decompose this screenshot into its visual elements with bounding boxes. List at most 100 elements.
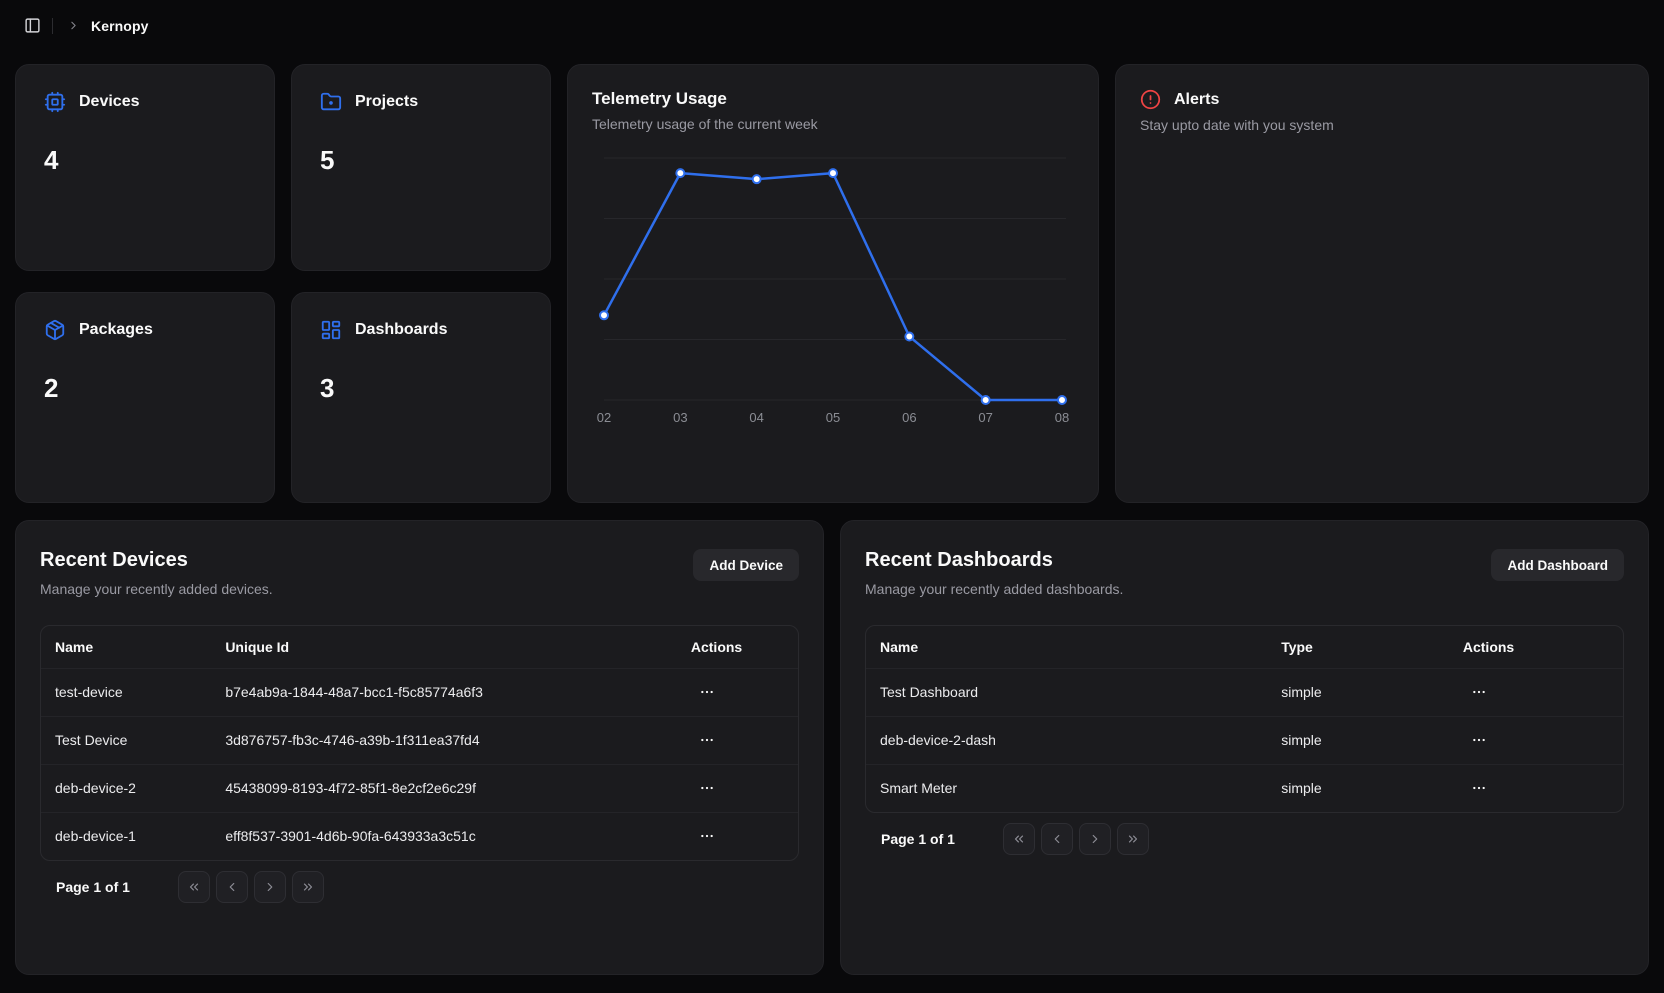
ellipsis-icon	[699, 828, 715, 844]
chevrons-left-icon	[1012, 832, 1026, 846]
dashboard-actions-button[interactable]	[1471, 682, 1495, 702]
dashboards-col-actions: Actions	[1462, 638, 1515, 655]
add-dashboard-button[interactable]: Add Dashboard	[1491, 549, 1624, 581]
svg-text:07: 07	[978, 410, 992, 425]
panel-left-icon	[24, 17, 41, 34]
dashboard-actions-button[interactable]	[1471, 730, 1495, 750]
chevron-right-icon	[1088, 832, 1102, 846]
dashboards-last-page-button[interactable]	[1116, 823, 1149, 855]
telemetry-card: Telemetry Usage Telemetry usage of the c…	[567, 64, 1099, 503]
device-unique-id: 45438099-8193-4f72-85f1-8e2cf2e6c29f	[211, 763, 677, 812]
breadcrumb-app-name: Kernopy	[91, 17, 149, 34]
stat-value-projects: 5	[320, 145, 335, 175]
stat-value-packages: 2	[44, 373, 59, 403]
devices-col-name: Name	[55, 638, 94, 655]
circle-alert-icon	[1140, 89, 1161, 110]
recent-dashboards-title: Recent Dashboards	[865, 549, 1053, 571]
devices-first-page-button[interactable]	[177, 871, 210, 903]
svg-text:08: 08	[1055, 410, 1069, 425]
svg-text:02: 02	[597, 410, 611, 425]
ellipsis-icon	[1471, 732, 1487, 748]
ellipsis-icon	[1471, 780, 1487, 796]
stat-card-packages: Packages 2	[15, 292, 275, 503]
dashboard-name: Smart Meter	[866, 763, 1268, 812]
dashboards-col-type: Type	[1281, 638, 1313, 655]
device-actions-button[interactable]	[699, 682, 723, 702]
table-row: deb-device-1 eff8f537-3901-4d6b-90fa-643…	[41, 811, 798, 860]
devices-table: Name Unique Id Actions test-device b7e4a…	[40, 625, 799, 861]
chevrons-right-icon	[301, 880, 315, 894]
devices-pagination: Page 1 of 1	[40, 871, 799, 903]
svg-text:05: 05	[826, 410, 840, 425]
recent-devices-subtitle: Manage your recently added devices.	[40, 581, 273, 597]
recent-dashboards-panel: Recent Dashboards Manage your recently a…	[840, 520, 1649, 975]
dashboards-table: Name Type Actions Test Dashboard simple …	[865, 625, 1624, 813]
table-row: deb-device-2 45438099-8193-4f72-85f1-8e2…	[41, 763, 798, 812]
stat-label-projects: Projects	[355, 93, 419, 110]
devices-col-actions: Actions	[690, 638, 743, 655]
add-device-button[interactable]: Add Device	[693, 549, 799, 581]
telemetry-chart: 02 03 04 05 06 07 08	[597, 157, 1069, 425]
ellipsis-icon	[699, 780, 715, 796]
dashboards-page-label: Page 1 of 1	[881, 831, 955, 847]
ellipsis-icon	[699, 684, 715, 700]
device-name: deb-device-2	[41, 763, 212, 812]
cpu-icon	[44, 91, 66, 113]
device-name: test-device	[41, 667, 212, 716]
devices-previous-page-button[interactable]	[215, 871, 248, 903]
recent-devices-panel: Recent Devices Manage your recently adde…	[15, 520, 824, 975]
svg-text:06: 06	[902, 410, 916, 425]
chevron-left-icon	[225, 880, 239, 894]
sidebar-toggle-button[interactable]	[18, 12, 46, 40]
dashboards-pagination: Page 1 of 1	[865, 823, 1624, 855]
dashboards-previous-page-button[interactable]	[1040, 823, 1073, 855]
stat-label-dashboards: Dashboards	[355, 321, 448, 338]
dashboards-first-page-button[interactable]	[1002, 823, 1035, 855]
stat-label-devices: Devices	[79, 93, 140, 110]
device-unique-id: eff8f537-3901-4d6b-90fa-643933a3c51c	[211, 811, 677, 860]
device-actions-button[interactable]	[699, 826, 723, 846]
recent-devices-title: Recent Devices	[40, 549, 188, 571]
table-row: Test Dashboard simple	[866, 667, 1623, 716]
dashboard-type: simple	[1267, 667, 1449, 716]
ellipsis-icon	[1471, 684, 1487, 700]
chevron-right-icon	[67, 19, 80, 32]
telemetry-title: Telemetry Usage	[592, 89, 727, 108]
chevrons-right-icon	[1126, 832, 1140, 846]
alerts-subtitle: Stay upto date with you system	[1140, 117, 1334, 133]
chevron-left-icon	[1050, 832, 1064, 846]
device-actions-button[interactable]	[699, 778, 723, 798]
stat-card-devices: Devices 4	[15, 64, 275, 271]
stat-card-projects: Projects 5	[291, 64, 551, 271]
chevrons-left-icon	[187, 880, 201, 894]
devices-last-page-button[interactable]	[291, 871, 324, 903]
dashboard-actions-button[interactable]	[1471, 778, 1495, 798]
table-row: Test Device 3d876757-fb3c-4746-a39b-1f31…	[41, 715, 798, 764]
alerts-title: Alerts	[1174, 90, 1220, 108]
dashboards-col-name: Name	[880, 638, 919, 655]
svg-text:04: 04	[749, 410, 763, 425]
tables-grid: Recent Devices Manage your recently adde…	[15, 520, 1649, 975]
topbar-divider	[52, 17, 53, 34]
layout-dashboard-icon	[320, 319, 342, 341]
table-row: test-device b7e4ab9a-1844-48a7-bcc1-f5c8…	[41, 667, 798, 716]
ellipsis-icon	[699, 732, 715, 748]
dashboards-next-page-button[interactable]	[1078, 823, 1111, 855]
device-actions-button[interactable]	[699, 730, 723, 750]
stat-card-dashboards: Dashboards 3	[291, 292, 551, 503]
device-unique-id: b7e4ab9a-1844-48a7-bcc1-f5c85774a6f3	[211, 667, 677, 716]
package-icon	[44, 319, 66, 341]
dashboard-name: deb-device-2-dash	[866, 715, 1268, 764]
devices-page-label: Page 1 of 1	[56, 879, 130, 895]
page-content: Devices 4 Projects 5 Telemetry Usage Tel…	[0, 51, 1664, 975]
table-row: Smart Meter simple	[866, 763, 1623, 812]
stat-value-devices: 4	[44, 145, 59, 175]
devices-next-page-button[interactable]	[253, 871, 286, 903]
dashboard-type: simple	[1267, 763, 1449, 812]
chevron-right-icon	[263, 880, 277, 894]
telemetry-subtitle: Telemetry usage of the current week	[592, 116, 818, 132]
stat-label-packages: Packages	[79, 321, 153, 338]
dashboard-name: Test Dashboard	[866, 667, 1268, 716]
recent-dashboards-subtitle: Manage your recently added dashboards.	[865, 581, 1124, 597]
topbar: Kernopy	[0, 0, 1664, 51]
